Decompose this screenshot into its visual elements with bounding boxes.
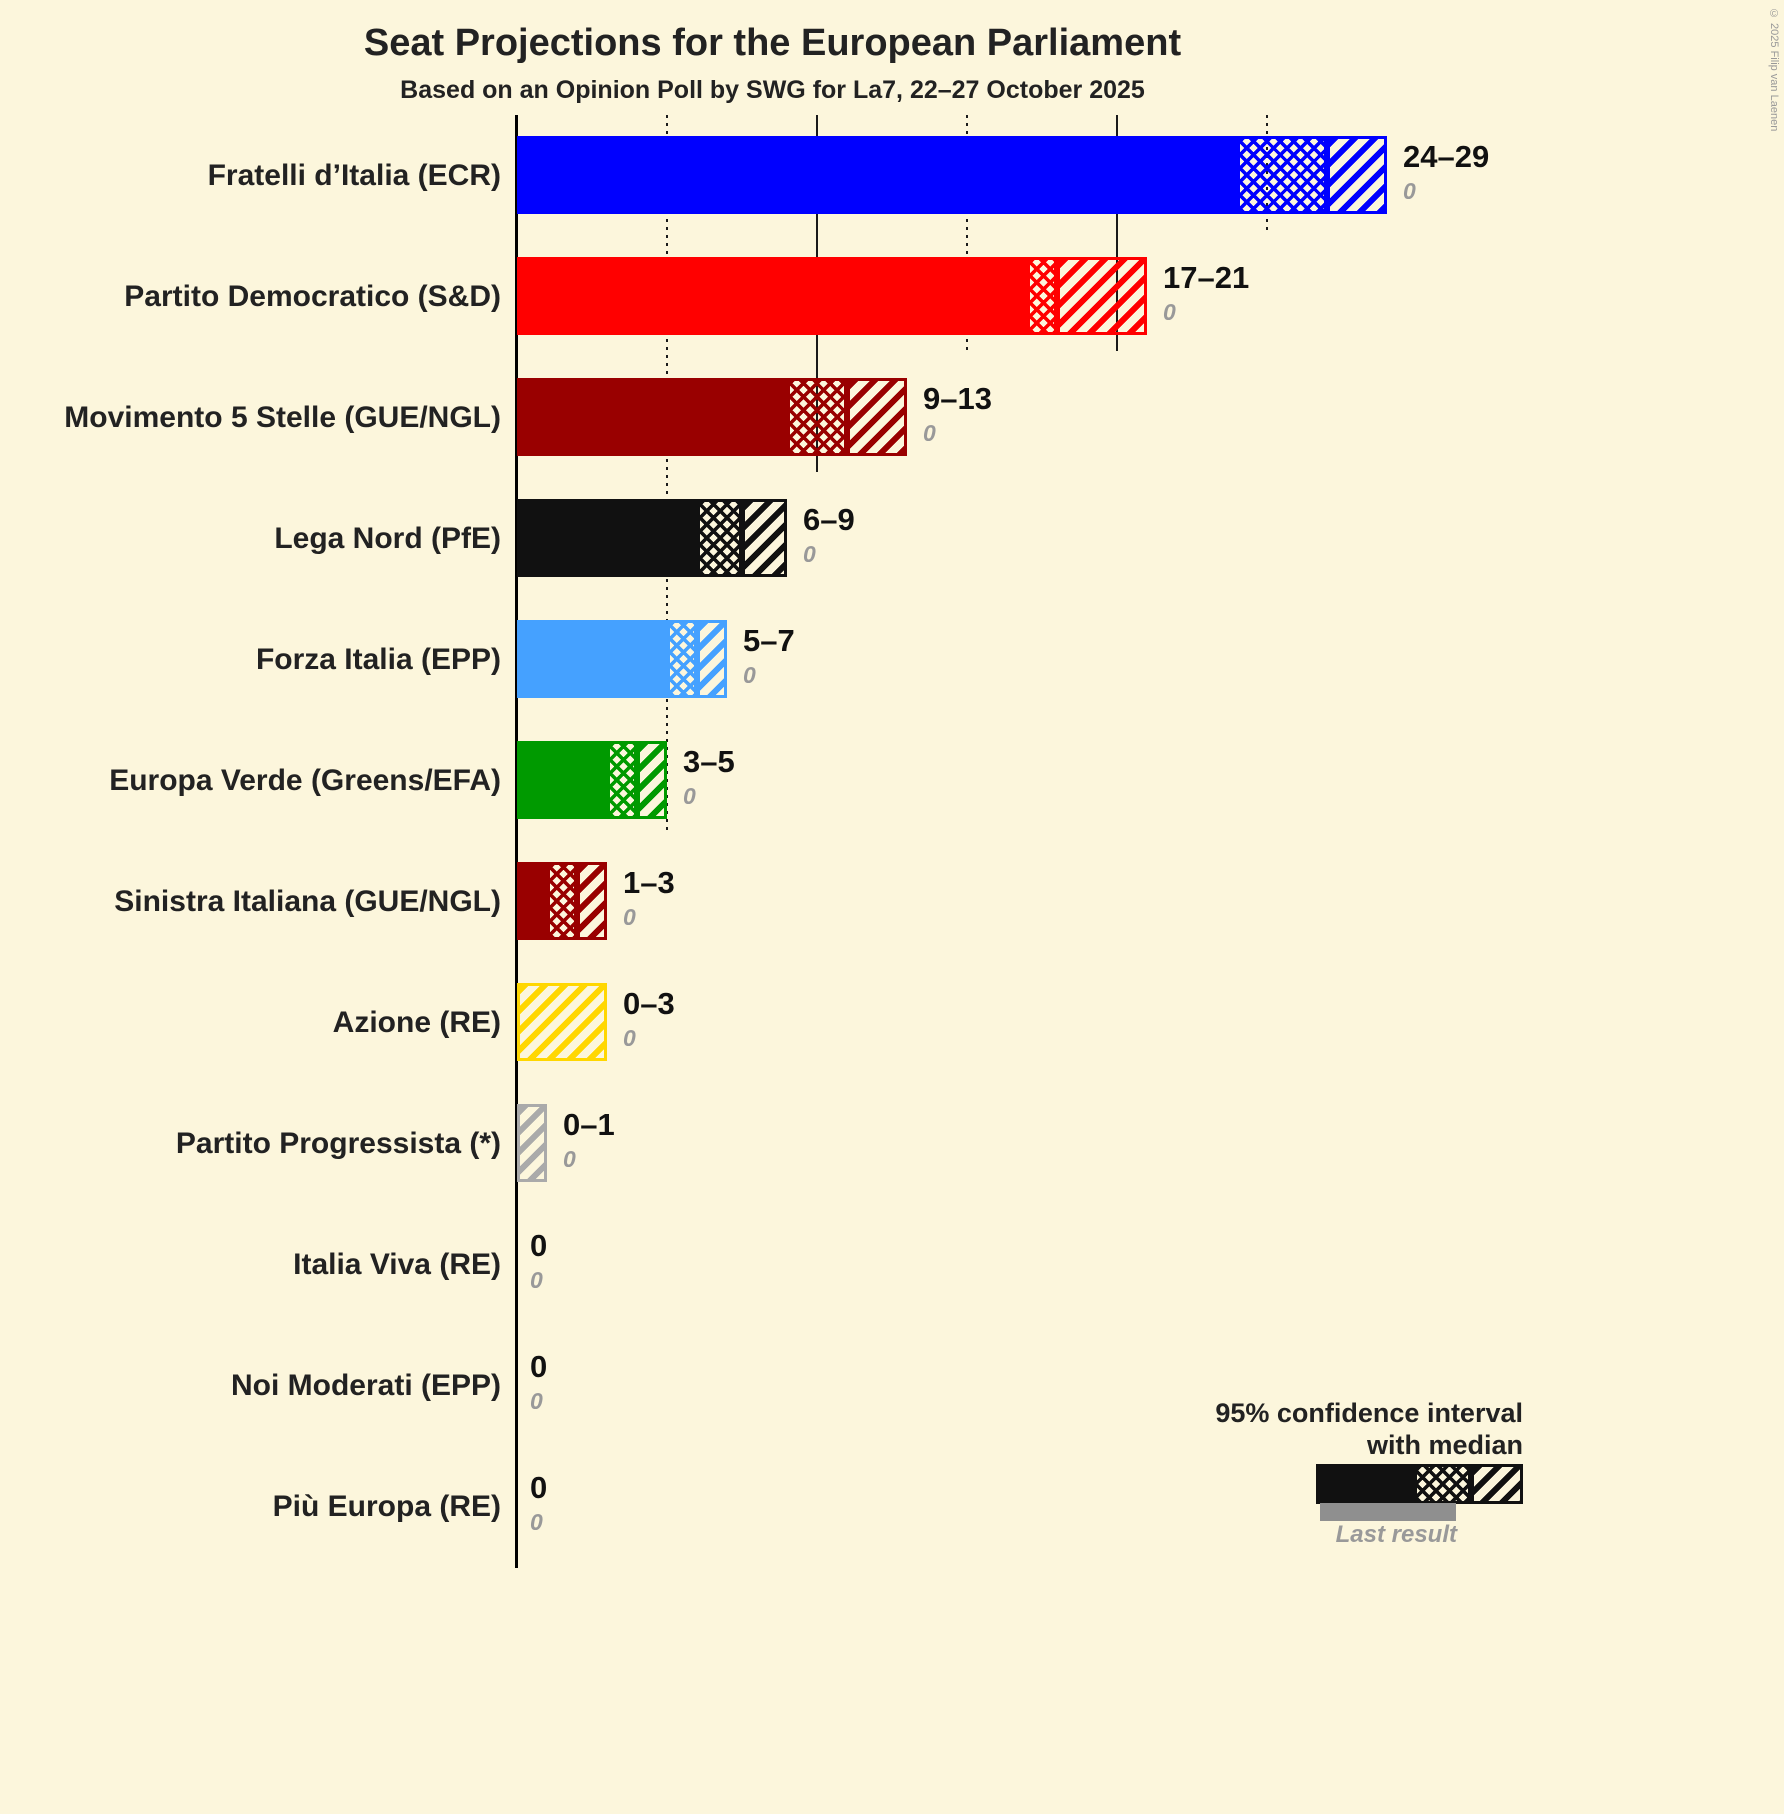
bar-solid bbox=[517, 862, 547, 940]
bar-solid bbox=[517, 499, 697, 577]
legend-title-line1: 95% confidence interval bbox=[1215, 1398, 1523, 1428]
value-range-label: 0 bbox=[530, 1470, 548, 1505]
bar-crosshatch bbox=[1027, 257, 1057, 335]
bar-diagonal bbox=[517, 983, 607, 1061]
bar-solid bbox=[517, 257, 1027, 335]
legend-solid-sample bbox=[1316, 1464, 1414, 1504]
bar-crosshatch bbox=[607, 741, 637, 819]
party-label: Sinistra Italiana (GUE/NGL) bbox=[114, 885, 501, 918]
value-range-label: 24–29 bbox=[1403, 139, 1490, 174]
party-label: Azione (RE) bbox=[332, 1006, 501, 1039]
last-result-label: 0 bbox=[923, 420, 936, 446]
gridline-20 bbox=[1116, 115, 1118, 351]
value-range-label: 3–5 bbox=[683, 744, 735, 779]
last-result-label: 0 bbox=[530, 1267, 543, 1293]
copyright-note: © 2025 Filip van Laenen bbox=[1768, 8, 1780, 132]
value-range-label: 0 bbox=[530, 1228, 548, 1263]
bar-diagonal bbox=[1327, 136, 1387, 214]
gridline-5 bbox=[666, 115, 668, 835]
last-result-label: 0 bbox=[623, 904, 636, 930]
value-label-group: 24–29 0 bbox=[1403, 139, 1489, 204]
bar-crosshatch bbox=[697, 499, 742, 577]
bar-diagonal bbox=[517, 1104, 547, 1182]
last-result-label: 0 bbox=[1163, 299, 1176, 325]
value-label-group: 3–5 0 bbox=[683, 744, 735, 809]
bar-diagonal bbox=[577, 862, 607, 940]
value-range-label: 0–3 bbox=[623, 986, 675, 1021]
value-label-group: 1–3 0 bbox=[623, 865, 675, 930]
last-result-label: 0 bbox=[743, 662, 756, 688]
bar-crosshatch bbox=[547, 862, 577, 940]
party-label: Europa Verde (Greens/EFA) bbox=[109, 764, 501, 797]
bar-solid bbox=[517, 620, 667, 698]
value-label-group: 17–21 0 bbox=[1163, 260, 1249, 325]
legend-diagonal-sample bbox=[1471, 1464, 1523, 1504]
last-result-label: 0 bbox=[530, 1509, 543, 1535]
last-result-label: 0 bbox=[803, 541, 816, 567]
bar-solid bbox=[517, 136, 1237, 214]
last-result-label: 0 bbox=[563, 1146, 576, 1172]
value-label-group: 0–1 0 bbox=[563, 1107, 615, 1172]
party-label: Fratelli d’Italia (ECR) bbox=[207, 159, 501, 192]
party-label: Forza Italia (EPP) bbox=[255, 643, 501, 676]
value-range-label: 0–1 bbox=[563, 1107, 615, 1142]
value-range-label: 6–9 bbox=[803, 502, 855, 537]
bar-diagonal bbox=[697, 620, 727, 698]
value-range-label: 17–21 bbox=[1163, 260, 1250, 295]
bar-diagonal bbox=[742, 499, 787, 577]
value-label-group: 9–13 0 bbox=[923, 381, 992, 446]
party-label: Noi Moderati (EPP) bbox=[230, 1369, 501, 1402]
party-label: Partito Democratico (S&D) bbox=[124, 280, 501, 313]
bar-solid bbox=[517, 378, 787, 456]
party-label: Più Europa (RE) bbox=[272, 1490, 501, 1523]
party-label: Movimento 5 Stelle (GUE/NGL) bbox=[64, 401, 501, 434]
legend-title-line2: with median bbox=[1366, 1430, 1523, 1460]
value-range-label: 9–13 bbox=[923, 381, 992, 416]
bar-diagonal bbox=[1057, 257, 1147, 335]
y-axis bbox=[515, 115, 518, 1568]
page-title: Seat Projections for the European Parlia… bbox=[363, 22, 1182, 64]
last-result-label: 0 bbox=[1403, 178, 1416, 204]
bar-crosshatch bbox=[667, 620, 697, 698]
last-result-label: 0 bbox=[623, 1025, 636, 1051]
last-result-label: 0 bbox=[530, 1388, 543, 1414]
value-label-group: 6–9 0 bbox=[803, 502, 855, 567]
gridline-15 bbox=[966, 115, 968, 351]
value-range-label: 5–7 bbox=[743, 623, 795, 658]
value-range-label: 0 bbox=[530, 1349, 548, 1384]
bar-crosshatch bbox=[1237, 136, 1327, 214]
party-label: Partito Progressista (*) bbox=[175, 1127, 501, 1160]
bar-diagonal bbox=[847, 378, 907, 456]
last-result-label: 0 bbox=[683, 783, 696, 809]
legend-crosshatch-sample bbox=[1414, 1464, 1471, 1504]
legend-last-result-bar bbox=[1320, 1503, 1456, 1521]
legend-last-result-label: Last result bbox=[1335, 1521, 1457, 1548]
party-label: Italia Viva (RE) bbox=[293, 1248, 501, 1281]
bar-crosshatch bbox=[787, 378, 847, 456]
page-subtitle: Based on an Opinion Poll by SWG for La7,… bbox=[400, 76, 1145, 104]
party-label: Lega Nord (PfE) bbox=[274, 522, 501, 555]
bar-diagonal bbox=[637, 741, 667, 819]
value-label-group: 0–3 0 bbox=[623, 986, 675, 1051]
value-label-group: 5–7 0 bbox=[743, 623, 795, 688]
bar-solid bbox=[517, 741, 607, 819]
value-range-label: 1–3 bbox=[623, 865, 675, 900]
